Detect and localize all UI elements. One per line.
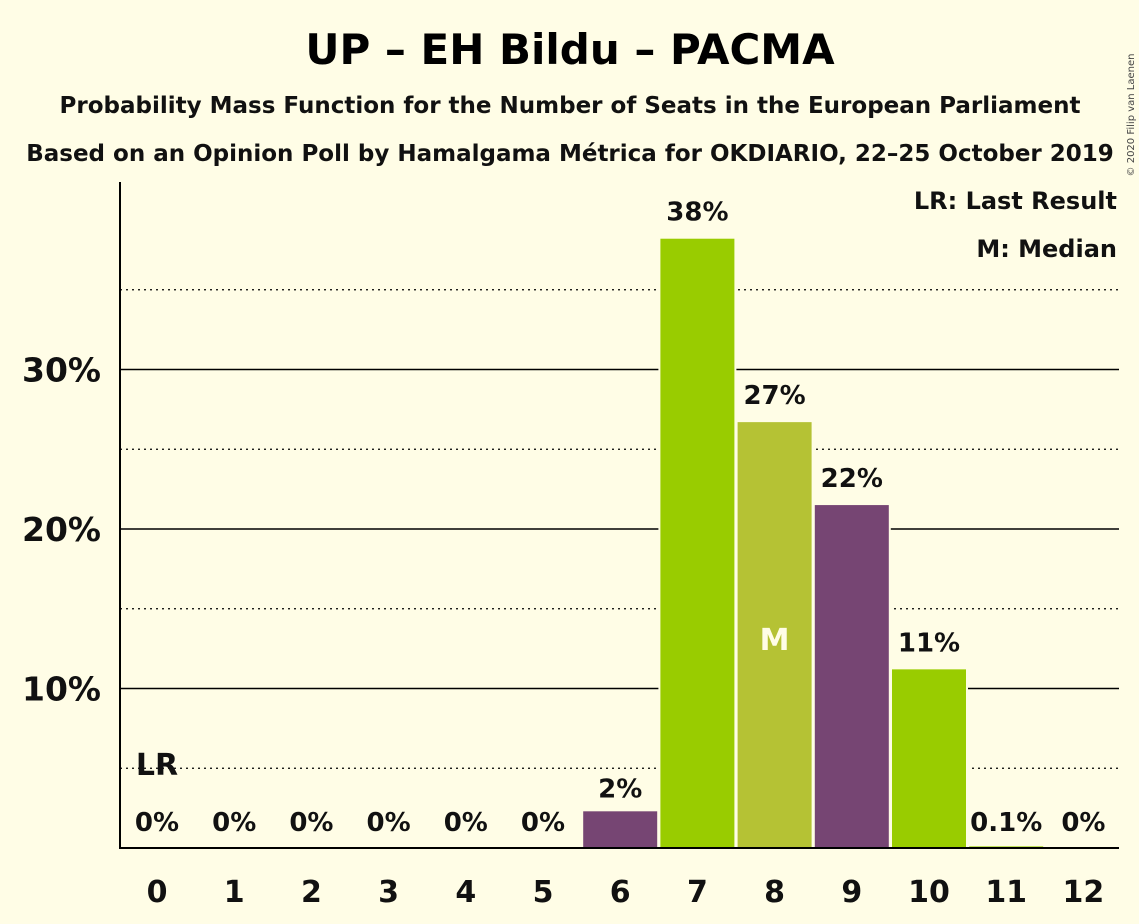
bar-seat-10 bbox=[892, 669, 966, 848]
bar-seat-9 bbox=[814, 505, 889, 848]
data-label-seat-3: 0% bbox=[367, 808, 411, 838]
y-tick-label: 30% bbox=[22, 351, 101, 390]
data-label-seat-8: 27% bbox=[743, 381, 805, 411]
bar-seat-7 bbox=[660, 238, 735, 848]
legend-last-result: LR: Last Result bbox=[914, 187, 1117, 215]
x-tick-label: 4 bbox=[455, 875, 476, 910]
x-tick-label: 0 bbox=[147, 875, 168, 910]
data-label-seat-12: 0% bbox=[1061, 808, 1105, 838]
chart-title: UP – EH Bildu – PACMA bbox=[305, 25, 835, 74]
y-tick-label: 10% bbox=[22, 670, 101, 709]
bar-halo bbox=[967, 844, 1046, 848]
x-tick-label: 5 bbox=[533, 875, 554, 910]
data-label-seat-6: 2% bbox=[598, 774, 642, 804]
x-axis-ticks: 0 1 2 3 4 5 6 7 8 9 10 11 12 bbox=[147, 875, 1105, 910]
x-tick-label: 10 bbox=[908, 875, 950, 910]
copyright-note: © 2020 Filip van Laenen bbox=[1126, 54, 1137, 177]
data-label-seat-10: 11% bbox=[898, 628, 960, 658]
data-label-seat-1: 0% bbox=[212, 808, 256, 838]
x-tick-label: 3 bbox=[378, 875, 399, 910]
x-tick-label: 1 bbox=[224, 875, 245, 910]
data-label-seat-5: 0% bbox=[521, 808, 565, 838]
data-labels: 0% 0% 0% 0% 0% 0% 2% 38% 27% 22% 11% 0.1% 0% bbox=[135, 198, 1106, 838]
legend-median: M: Median bbox=[976, 235, 1117, 263]
data-label-seat-7: 38% bbox=[666, 198, 728, 228]
gridlines bbox=[120, 289, 1119, 769]
data-label-seat-9: 22% bbox=[821, 464, 883, 494]
x-tick-label: 6 bbox=[610, 875, 631, 910]
bar-seat-8 bbox=[737, 422, 812, 848]
y-axis-ticks: 10% 20% 30% bbox=[22, 351, 101, 709]
chart-subtitle: Probability Mass Function for the Number… bbox=[60, 93, 1081, 119]
bar-seat-6 bbox=[583, 811, 658, 848]
bars bbox=[581, 236, 1046, 848]
chart-source: Based on an Opinion Poll by Hamalgama Mé… bbox=[26, 141, 1114, 167]
last-result-marker: LR bbox=[136, 748, 178, 783]
x-tick-label: 11 bbox=[985, 875, 1027, 910]
x-tick-label: 12 bbox=[1063, 875, 1105, 910]
data-label-seat-11: 0.1% bbox=[970, 808, 1042, 838]
x-tick-label: 8 bbox=[764, 875, 785, 910]
x-tick-label: 2 bbox=[301, 875, 322, 910]
x-tick-label: 7 bbox=[687, 875, 708, 910]
data-label-seat-2: 0% bbox=[289, 808, 333, 838]
data-label-seat-0: 0% bbox=[135, 808, 179, 838]
y-tick-label: 20% bbox=[22, 510, 101, 549]
data-label-seat-4: 0% bbox=[444, 808, 488, 838]
x-tick-label: 9 bbox=[841, 875, 862, 910]
median-marker: M bbox=[760, 623, 790, 658]
